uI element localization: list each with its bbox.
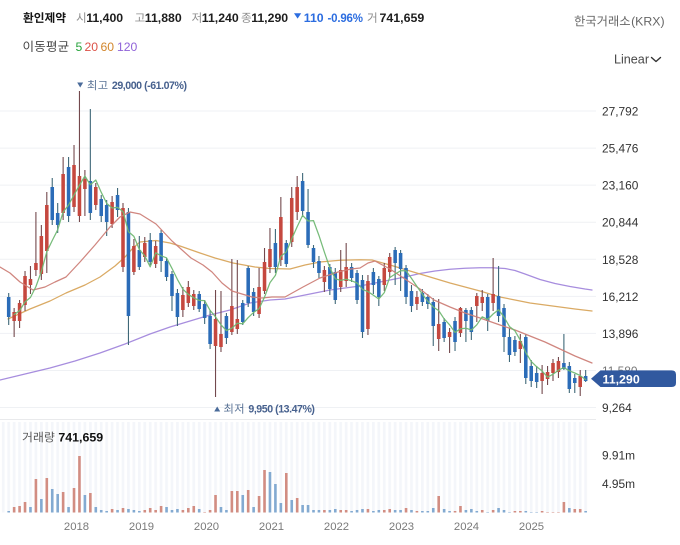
svg-text:29,000 (-61.07%): 29,000 (-61.07%) [112, 80, 187, 92]
svg-text:2025: 2025 [519, 521, 544, 533]
svg-text:60: 60 [101, 40, 115, 54]
svg-text:2018: 2018 [64, 521, 89, 533]
svg-text:9,264: 9,264 [602, 401, 632, 415]
svg-text:11,400: 11,400 [86, 11, 123, 25]
svg-text:11,290: 11,290 [251, 11, 288, 25]
svg-text:741,659: 741,659 [380, 11, 425, 25]
svg-text:4.95m: 4.95m [602, 477, 635, 491]
svg-text:11,290: 11,290 [603, 372, 640, 386]
svg-text:2023: 2023 [389, 521, 414, 533]
svg-text:2021: 2021 [259, 521, 284, 533]
svg-text:9,950 (13.47%): 9,950 (13.47%) [248, 403, 314, 415]
svg-text:16,212: 16,212 [602, 290, 639, 304]
svg-text:Linear: Linear [614, 53, 649, 67]
svg-text:110: 110 [304, 11, 324, 25]
svg-text:23,160: 23,160 [602, 179, 639, 193]
svg-text:2020: 2020 [194, 521, 219, 533]
svg-text:-0.96%: -0.96% [328, 13, 363, 25]
svg-text:20: 20 [85, 40, 99, 54]
svg-text:120: 120 [117, 40, 138, 54]
svg-text:2022: 2022 [324, 521, 349, 533]
svg-text:2019: 2019 [129, 521, 154, 533]
svg-text:25,476: 25,476 [602, 142, 639, 156]
svg-text:5: 5 [76, 40, 83, 54]
svg-text:20,844: 20,844 [602, 216, 639, 230]
svg-text:2024: 2024 [454, 521, 479, 533]
svg-text:11,240: 11,240 [202, 11, 239, 25]
svg-text:741,659: 741,659 [58, 431, 103, 445]
svg-text:9.91m: 9.91m [602, 449, 635, 463]
svg-text:11,880: 11,880 [145, 11, 182, 25]
svg-text:13,896: 13,896 [602, 327, 639, 341]
svg-text:27,792: 27,792 [602, 105, 639, 119]
svg-text:18,528: 18,528 [602, 253, 639, 267]
svg-text:(KRX): (KRX) [631, 15, 664, 29]
